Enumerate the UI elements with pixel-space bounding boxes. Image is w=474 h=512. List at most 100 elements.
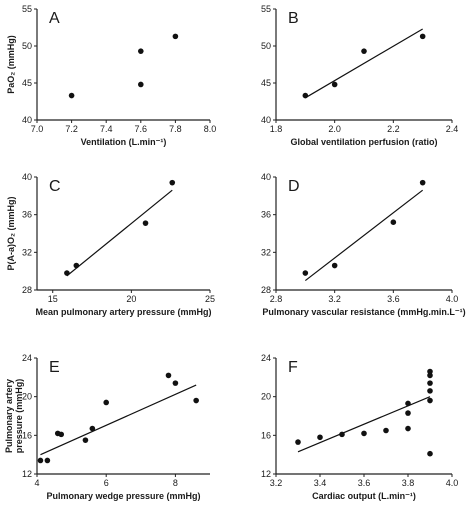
data-point bbox=[361, 430, 367, 437]
data-point bbox=[427, 450, 433, 457]
x-tick-label: 1.8 bbox=[270, 124, 283, 134]
y-axis-label: Pulmonary arterypressure (mmHg) bbox=[4, 379, 24, 454]
panel-label: D bbox=[288, 178, 300, 195]
data-point bbox=[82, 437, 89, 443]
data-point bbox=[302, 92, 309, 99]
x-tick-label: 7.0 bbox=[31, 124, 44, 134]
y-tick-label: 24 bbox=[261, 353, 271, 363]
y-tick-label: 45 bbox=[261, 78, 271, 88]
y-tick-label: 16 bbox=[22, 430, 32, 440]
y-tick-label: 32 bbox=[261, 247, 271, 257]
y-tick-label: 12 bbox=[261, 469, 271, 479]
data-point bbox=[339, 431, 345, 438]
y-tick-label: 50 bbox=[261, 41, 271, 51]
y-tick-label: 20 bbox=[261, 392, 271, 402]
data-point bbox=[169, 179, 176, 186]
data-point bbox=[37, 457, 44, 464]
data-point bbox=[427, 368, 433, 375]
x-tick-label: 7.6 bbox=[135, 124, 148, 134]
x-axis-label: Global ventilation perfusion (ratio) bbox=[290, 137, 437, 147]
x-tick-label: 25 bbox=[205, 294, 215, 304]
x-axis-label: Pulmonary vascular resistance (mmHg.min.… bbox=[262, 307, 465, 317]
regression-line bbox=[305, 28, 423, 99]
data-point bbox=[427, 380, 433, 386]
y-tick-label: 50 bbox=[22, 41, 32, 51]
data-point bbox=[390, 219, 397, 225]
panel-label: E bbox=[49, 359, 60, 376]
x-tick-label: 3.2 bbox=[328, 294, 341, 304]
y-tick-label: 40 bbox=[261, 172, 271, 182]
y-axis-label: PaO₂ (mmHg) bbox=[6, 35, 16, 94]
x-tick-label: 7.2 bbox=[65, 124, 78, 134]
data-point bbox=[165, 372, 172, 379]
panel-label: A bbox=[49, 10, 60, 27]
x-tick-label: 4.0 bbox=[446, 294, 459, 304]
y-tick-label: 40 bbox=[22, 172, 32, 182]
data-point bbox=[172, 33, 179, 40]
y-tick-label: 55 bbox=[22, 4, 32, 14]
data-point bbox=[331, 262, 338, 269]
y-tick-label: 55 bbox=[261, 4, 271, 14]
panel-label: F bbox=[288, 359, 298, 376]
data-point bbox=[68, 92, 75, 99]
y-tick-label: 16 bbox=[261, 430, 271, 440]
x-tick-label: 3.6 bbox=[387, 294, 400, 304]
y-tick-label: 32 bbox=[22, 247, 32, 257]
x-tick-label: 20 bbox=[126, 294, 136, 304]
x-tick-label: 2.4 bbox=[446, 124, 459, 134]
x-tick-label: 3.4 bbox=[314, 478, 327, 488]
data-point bbox=[302, 270, 309, 276]
x-tick-label: 2.2 bbox=[387, 124, 400, 134]
data-point bbox=[331, 81, 338, 88]
data-point bbox=[419, 33, 426, 40]
regression-line bbox=[304, 189, 424, 282]
data-point bbox=[295, 439, 301, 445]
x-tick-label: 2.0 bbox=[328, 124, 341, 134]
x-tick-label: 3.8 bbox=[402, 478, 415, 488]
data-point bbox=[138, 81, 144, 88]
x-tick-label: 6 bbox=[104, 478, 109, 488]
data-point bbox=[89, 425, 96, 432]
data-point bbox=[138, 48, 144, 54]
panel-label: C bbox=[49, 178, 61, 195]
x-tick-label: 15 bbox=[48, 294, 58, 304]
data-point bbox=[427, 397, 433, 404]
data-point bbox=[361, 48, 367, 54]
y-tick-label: 36 bbox=[261, 210, 271, 220]
x-axis-label: Pulmonary wedge pressure (mmHg) bbox=[46, 491, 200, 501]
data-point bbox=[64, 270, 70, 276]
x-tick-label: 4 bbox=[34, 478, 39, 488]
regression-line bbox=[66, 189, 173, 277]
x-tick-label: 7.4 bbox=[100, 124, 113, 134]
data-point bbox=[44, 457, 51, 464]
x-tick-label: 8.0 bbox=[204, 124, 217, 134]
data-point bbox=[103, 399, 109, 406]
x-axis-label: Cardiac output (L.min⁻¹) bbox=[312, 491, 416, 501]
y-tick-label: 12 bbox=[22, 469, 32, 479]
x-tick-label: 7.8 bbox=[169, 124, 182, 134]
data-point bbox=[58, 431, 65, 438]
regression-line bbox=[40, 384, 197, 456]
data-point bbox=[405, 400, 411, 407]
x-tick-label: 3.2 bbox=[270, 478, 283, 488]
x-tick-label: 4.0 bbox=[446, 478, 459, 488]
y-tick-label: 40 bbox=[22, 115, 32, 125]
data-point bbox=[427, 372, 433, 379]
y-tick-label: 36 bbox=[22, 210, 32, 220]
x-axis-label: Mean pulmonary artery pressure (mmHg) bbox=[35, 307, 211, 317]
data-point bbox=[142, 220, 149, 226]
data-point bbox=[172, 380, 179, 386]
x-axis-label: Ventilation (L.min⁻¹) bbox=[81, 137, 167, 147]
x-tick-label: 8 bbox=[173, 478, 178, 488]
data-point bbox=[405, 425, 411, 432]
data-point bbox=[405, 410, 411, 416]
y-axis-label: P(A-a)O₂ (mmHg) bbox=[6, 197, 16, 271]
data-point bbox=[383, 427, 389, 434]
data-point bbox=[427, 388, 433, 394]
y-tick-label: 40 bbox=[261, 115, 271, 125]
y-tick-label: 45 bbox=[22, 78, 32, 88]
y-tick-label: 28 bbox=[22, 285, 32, 295]
x-tick-label: 2.8 bbox=[270, 294, 283, 304]
y-tick-label: 24 bbox=[22, 353, 32, 363]
